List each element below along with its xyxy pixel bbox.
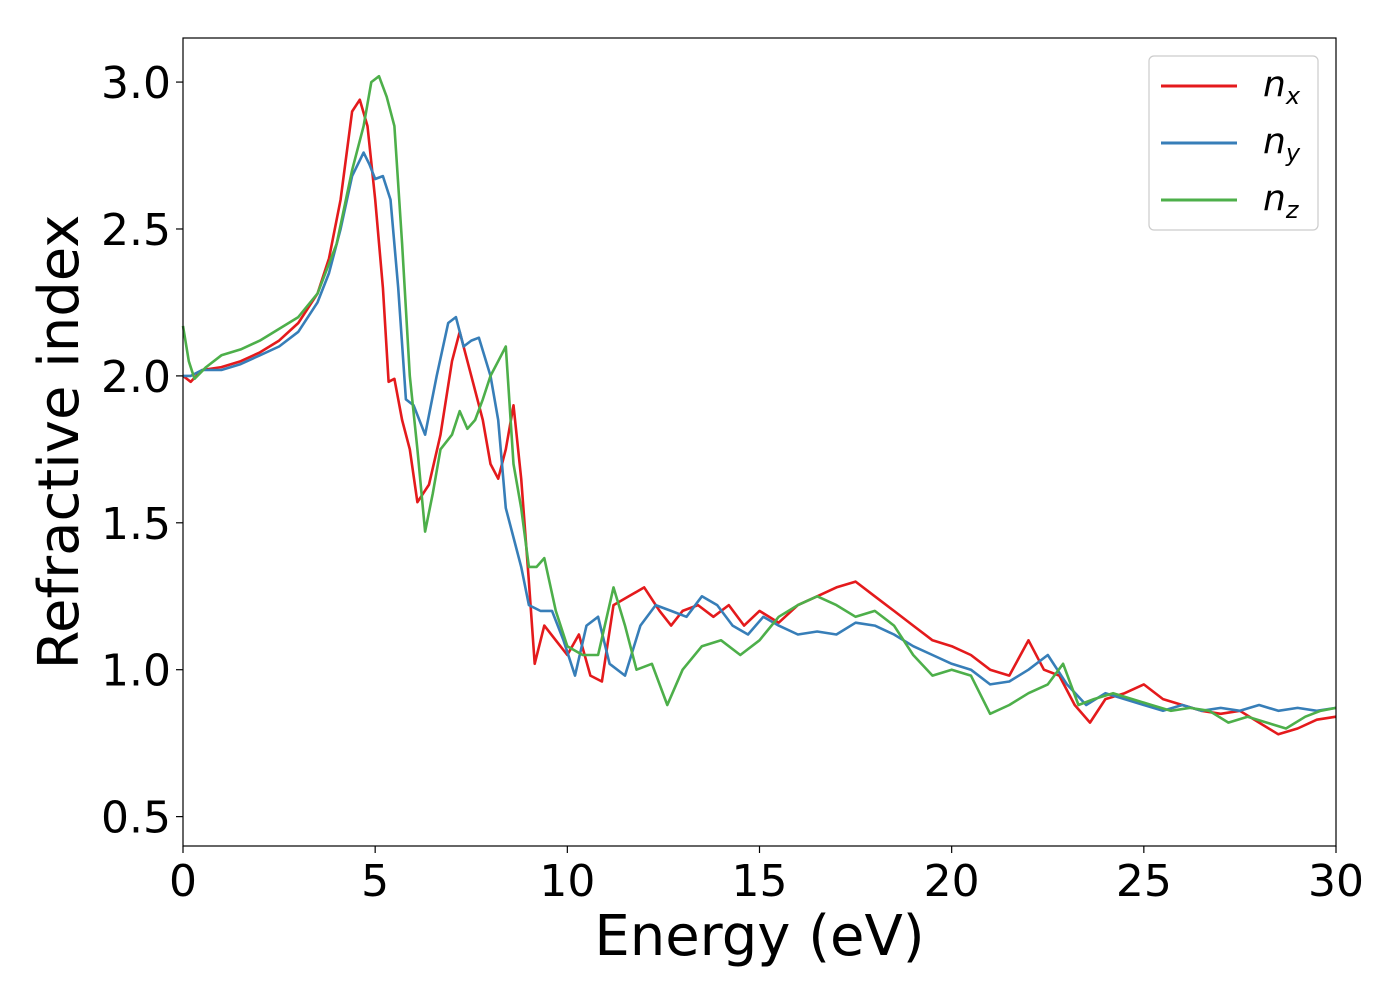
legend-label-y: ny <box>1263 121 1301 167</box>
y-axis-ticks: 0.5 1.0 1.5 2.0 2.5 3.0 <box>101 58 183 844</box>
legend-label-x: nx <box>1263 64 1301 110</box>
series-line-z <box>181 74 1337 730</box>
y-axis-label: Refractive index <box>27 215 92 670</box>
y-tick-label: 3.0 <box>101 58 171 109</box>
y-tick-label: 2.5 <box>101 205 171 256</box>
legend: nx ny nz <box>1148 55 1319 231</box>
x-tick-label: 20 <box>924 856 980 907</box>
y-tick-label: 1.5 <box>101 499 171 550</box>
y-tick-label: 1.0 <box>101 646 171 697</box>
y-tick-label: 0.5 <box>101 793 171 844</box>
plot-lines <box>181 74 1337 736</box>
x-tick-label: 25 <box>1116 856 1172 907</box>
x-tick-label: 10 <box>539 856 595 907</box>
x-tick-label: 0 <box>169 856 197 907</box>
legend-label-z: nz <box>1263 178 1300 224</box>
series-line-x <box>182 98 1337 736</box>
x-tick-label: 5 <box>361 856 389 907</box>
x-axis-label: Energy (eV) <box>594 904 924 969</box>
series-line-y <box>183 151 1337 713</box>
x-axis-ticks: 0 5 10 15 20 25 30 <box>169 846 1364 907</box>
x-tick-label: 15 <box>732 856 788 907</box>
y-tick-label: 2.0 <box>101 352 171 403</box>
x-tick-label: 30 <box>1308 856 1364 907</box>
